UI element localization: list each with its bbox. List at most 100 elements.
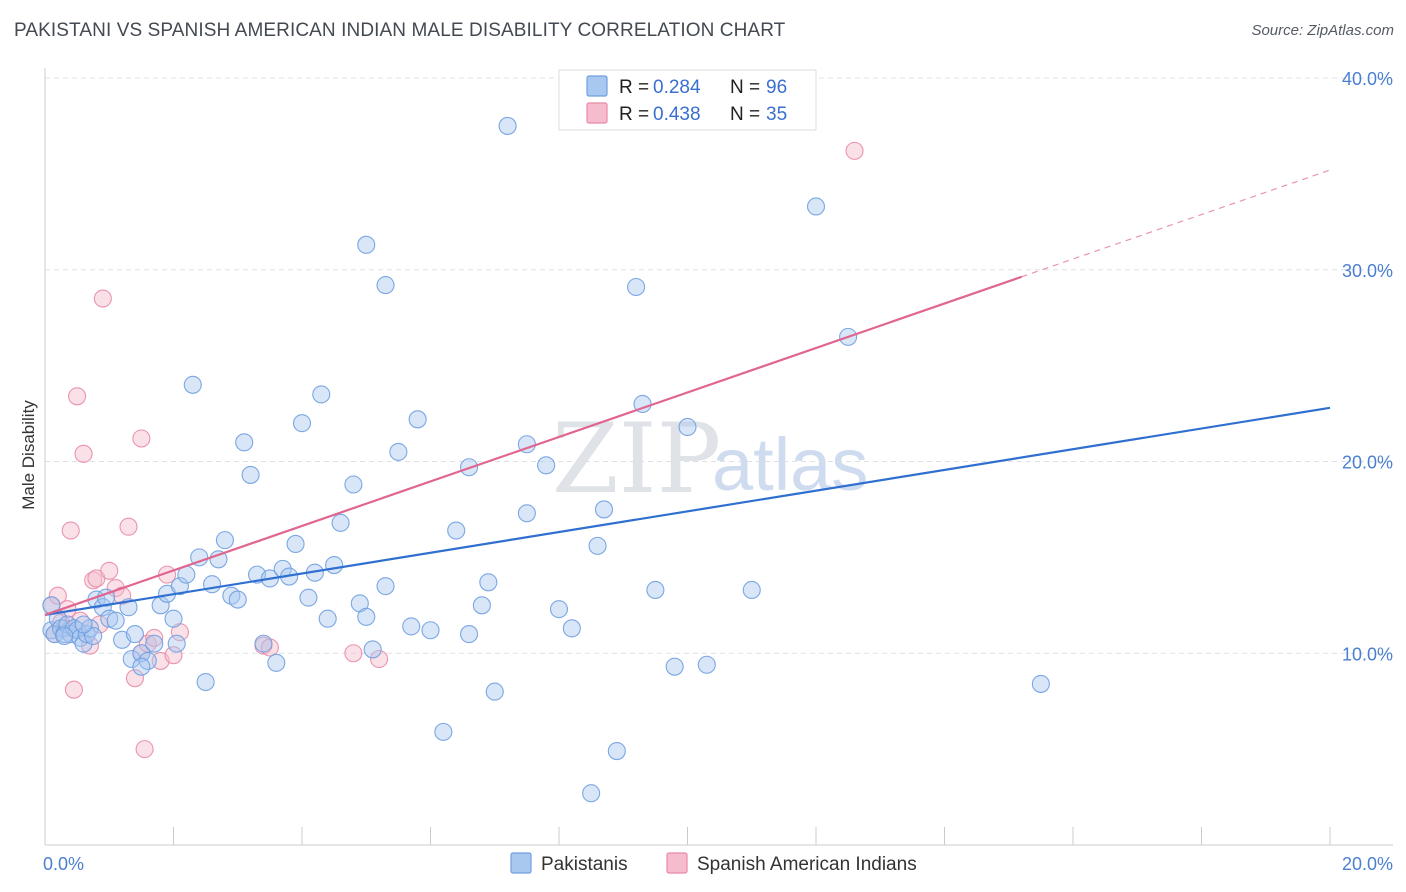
point-pakistanis	[215, 531, 234, 550]
point-pakistanis	[196, 672, 215, 692]
point-pakistanis	[167, 634, 186, 653]
point-pakistanis	[517, 504, 536, 523]
point-pakistanis	[325, 555, 344, 575]
watermark-zip: ZIP	[552, 403, 721, 515]
x-tick-label: 20.0%	[1342, 854, 1393, 874]
point-spanish-american-indians	[145, 628, 164, 647]
legend-r-label-2: R =	[619, 104, 649, 125]
point-pakistanis	[74, 615, 93, 634]
point-pakistanis	[77, 625, 96, 644]
y-tick-label: 10.0%	[1342, 644, 1393, 664]
point-pakistanis	[254, 634, 273, 653]
point-spanish-american-indians	[64, 680, 83, 699]
point-pakistanis	[122, 649, 141, 669]
point-pakistanis	[697, 655, 716, 674]
point-pakistanis	[562, 619, 581, 638]
point-pakistanis	[363, 640, 382, 659]
bottom-legend: Pakistanis Spanish American Indians	[510, 852, 917, 875]
point-spanish-american-indians	[135, 740, 154, 759]
point-pakistanis	[170, 577, 189, 596]
point-pakistanis	[235, 433, 254, 452]
point-pakistanis	[389, 442, 408, 461]
point-pakistanis	[357, 235, 376, 254]
point-pakistanis	[376, 577, 395, 596]
legend-r-value-1: 0.284	[653, 77, 701, 98]
point-spanish-american-indians	[132, 429, 151, 448]
point-pakistanis	[594, 500, 614, 519]
point-pakistanis	[357, 607, 376, 626]
point-pakistanis	[55, 626, 74, 646]
point-pakistanis	[537, 456, 556, 475]
point-pakistanis	[472, 596, 491, 615]
point-pakistanis	[292, 414, 312, 433]
watermark-atlas: atlas	[712, 423, 868, 506]
point-pakistanis	[209, 550, 228, 569]
point-pakistanis	[203, 575, 222, 594]
point-pakistanis	[646, 580, 665, 600]
point-pakistanis	[607, 741, 626, 761]
trend-line-pakistanis	[44, 406, 1331, 616]
point-pakistanis	[344, 475, 363, 494]
point-pakistanis	[627, 277, 646, 297]
point-pakistanis	[100, 609, 119, 628]
legend-n-label-1: N =	[730, 77, 760, 98]
point-pakistanis	[678, 417, 697, 437]
point-spanish-american-indians	[74, 444, 93, 463]
trend-line-spanish-american-indians-extension	[1021, 169, 1331, 278]
point-spanish-american-indians	[164, 646, 183, 665]
point-spanish-american-indians	[84, 571, 103, 590]
point-pakistanis	[331, 513, 350, 532]
bottom-legend-swatch-spanish-american-indians	[666, 852, 688, 874]
point-pakistanis	[125, 625, 144, 644]
point-spanish-american-indians	[100, 561, 119, 580]
point-pakistanis	[742, 580, 761, 600]
point-pakistanis	[164, 609, 183, 628]
point-spanish-american-indians	[68, 387, 87, 406]
y-tick-label: 20.0%	[1342, 453, 1393, 473]
grid	[45, 77, 1393, 654]
point-pakistanis	[459, 625, 479, 644]
point-spanish-american-indians	[93, 289, 112, 308]
point-pakistanis	[318, 609, 337, 628]
chart-title: PAKISTANI VS SPANISH AMERICAN INDIAN MAL…	[14, 20, 786, 41]
point-pakistanis	[376, 276, 395, 295]
source-label: Source: ZipAtlas.com	[1251, 22, 1394, 39]
point-pakistanis	[479, 573, 498, 592]
y-tick-label: 40.0%	[1342, 69, 1393, 89]
legend-swatch-spanish-american-indians	[586, 102, 608, 124]
point-pakistanis	[74, 634, 93, 653]
point-spanish-american-indians	[125, 669, 144, 688]
point-pakistanis	[228, 590, 247, 609]
point-pakistanis	[498, 116, 517, 135]
point-pakistanis	[447, 521, 466, 540]
y-axis-title: Male Disability	[19, 400, 38, 510]
point-pakistanis	[665, 657, 684, 676]
bottom-legend-spanish-american-indians: Spanish American Indians	[697, 854, 917, 875]
point-spanish-american-indians	[845, 141, 864, 160]
point-pakistanis	[582, 784, 601, 803]
legend-r-value-2: 0.438	[653, 104, 701, 125]
point-pakistanis	[299, 588, 318, 607]
point-pakistanis	[145, 634, 164, 653]
point-pakistanis	[549, 600, 569, 619]
point-pakistanis	[421, 621, 440, 640]
point-pakistanis	[190, 548, 209, 567]
axes: 10.0% 20.0% 30.0% 40.0% 0.0% 20.0%	[43, 68, 1393, 874]
legend-n-label-2: N =	[730, 104, 760, 125]
point-pakistanis	[106, 611, 125, 630]
points-pakistanis	[42, 116, 1050, 803]
y-tick-label: 30.0%	[1342, 261, 1393, 281]
trend-line-spanish-american-indians	[44, 275, 1022, 616]
trend-lines	[44, 169, 1331, 616]
legend-swatch-pakistanis	[586, 75, 608, 97]
point-pakistanis	[588, 536, 607, 555]
legend-n-value-2: 35	[766, 104, 787, 125]
point-pakistanis	[312, 385, 331, 404]
point-pakistanis	[408, 410, 427, 429]
points-spanish-american-indians	[42, 141, 864, 759]
point-pakistanis	[183, 375, 202, 394]
point-pakistanis	[806, 197, 826, 216]
point-pakistanis	[434, 722, 453, 741]
point-pakistanis	[241, 465, 260, 484]
